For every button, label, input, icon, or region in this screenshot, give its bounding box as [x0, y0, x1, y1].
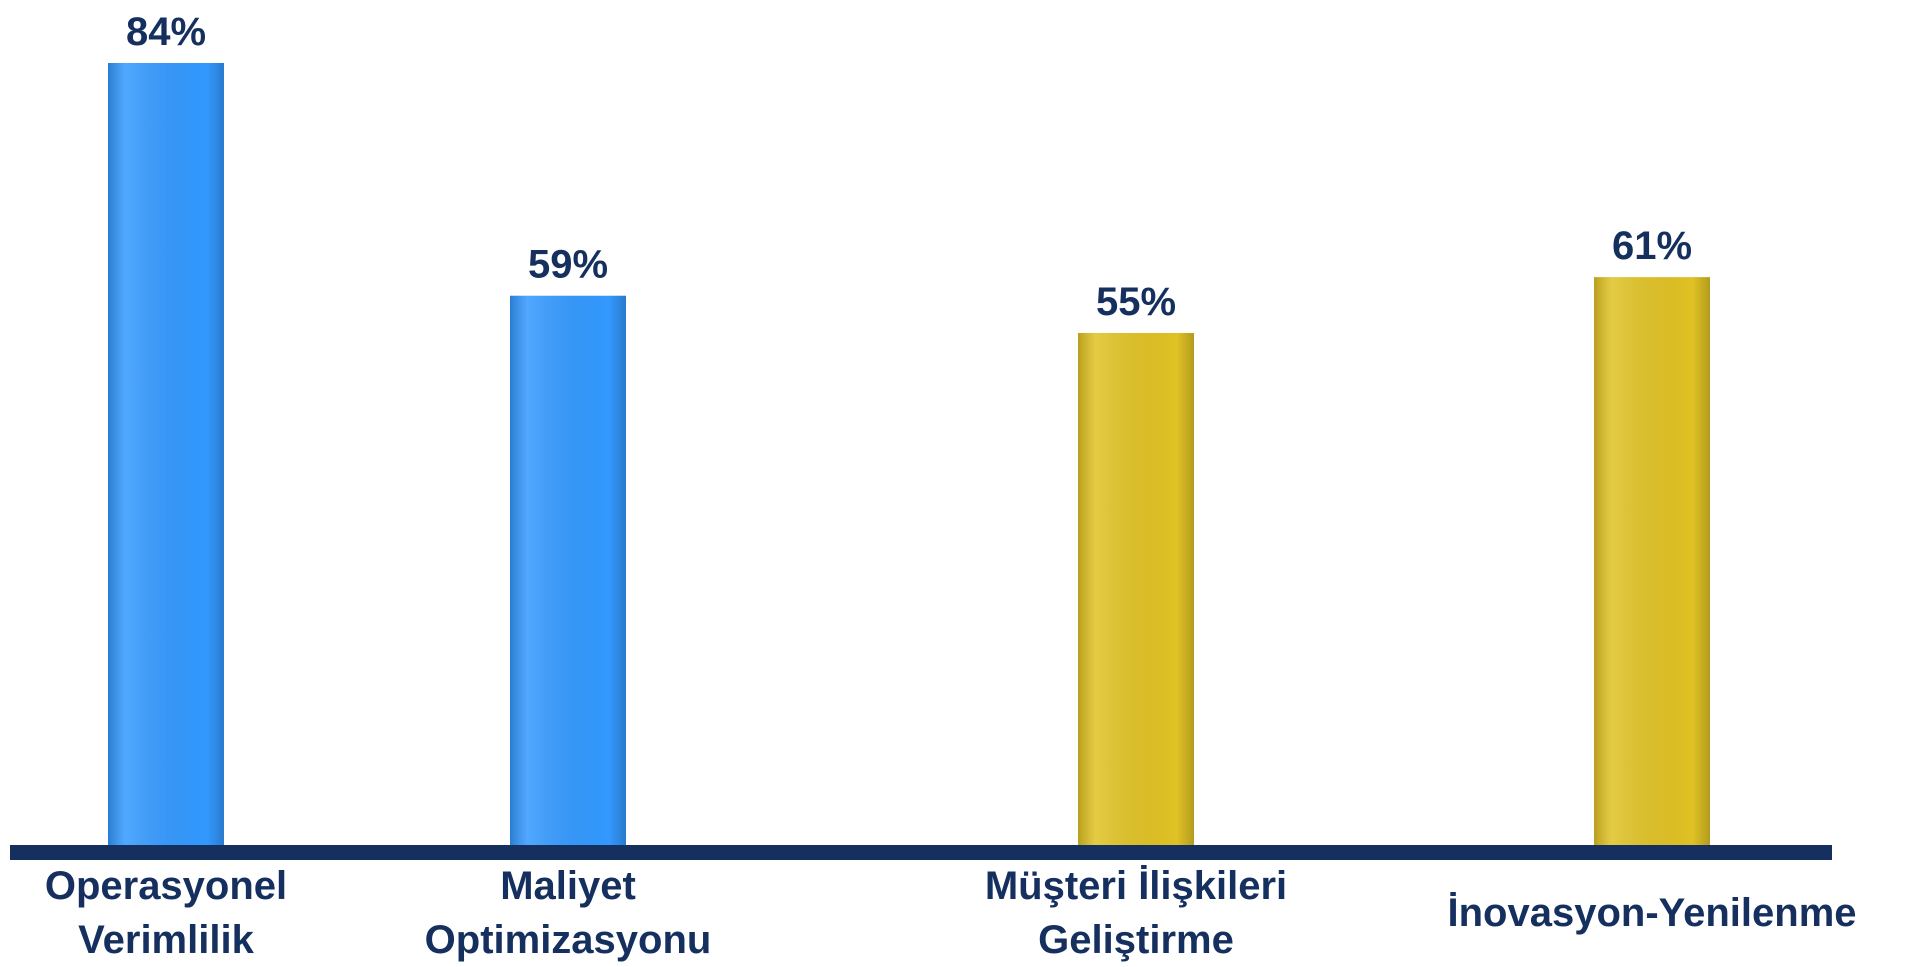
x-axis [10, 845, 1832, 860]
x-tick-label: Müşteri İlişkileri Geliştirme [984, 864, 1288, 962]
value-label: 61% [1612, 224, 1692, 268]
value-label: 59% [528, 243, 608, 287]
bar-shade [108, 63, 224, 845]
x-tick-label: Operasyonel Verimlilik [44, 864, 288, 962]
x-tick-label: İnovasyon-Yenilenme [1447, 891, 1857, 935]
value-label: 55% [1096, 280, 1176, 324]
x-tick-label: Maliyet Optimizasyonu [424, 864, 712, 962]
value-label: 84% [126, 10, 206, 54]
bar-shade [1594, 277, 1710, 846]
bar-shade [1078, 332, 1194, 845]
bar-shade [510, 295, 626, 845]
